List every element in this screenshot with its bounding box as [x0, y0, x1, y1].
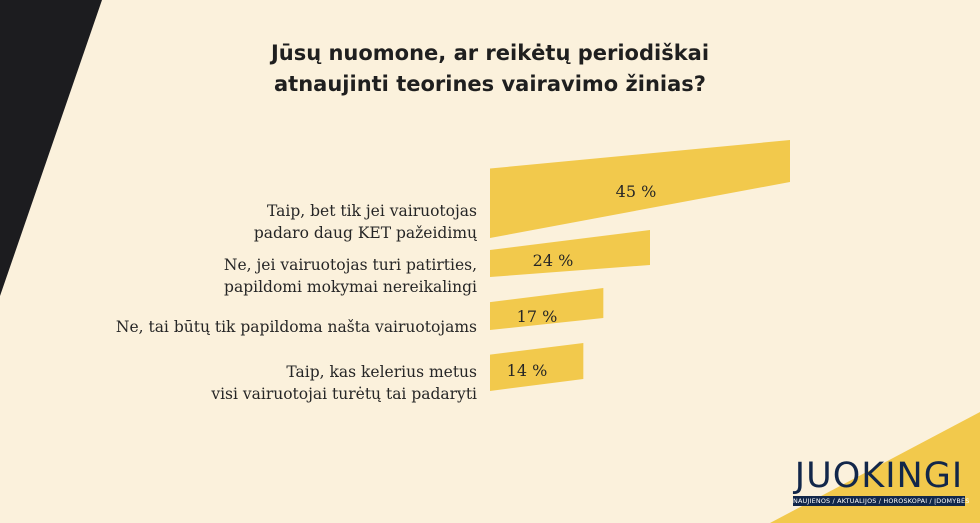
bar-2 [490, 230, 650, 277]
yellow-corner-wedge [770, 412, 980, 523]
value-label-2: 24 % [533, 251, 574, 270]
category-label-4-line-1: Taip, kas kelerius metus [286, 363, 477, 381]
dark-corner-wedge [0, 0, 102, 296]
bar-4 [490, 343, 584, 391]
category-label-2-line-2: papildomi mokymai nereikalingi [224, 278, 477, 296]
logo-tagline: NAUJIENOS / AKTUALIJOS / HOROSKOPAI / ĮD… [793, 496, 970, 506]
value-label-4: 14 % [507, 361, 548, 380]
category-label-3-line-1: Ne, tai būtų tik papildoma našta vairuot… [116, 318, 477, 336]
value-label-3: 17 % [517, 307, 558, 326]
bar-1 [490, 140, 790, 238]
value-label-1: 45 % [616, 182, 657, 201]
category-label-2-line-1: Ne, jei vairuotojas turi patirties, [224, 256, 477, 274]
chart-title: Jūsų nuomone, ar reikėtų periodiškai atn… [270, 41, 710, 96]
bar-3 [490, 288, 604, 330]
category-label-1-line-2: padaro daug KET pažeidimų [254, 224, 477, 242]
category-label-4-line-2: visi vairuotojai turėtų tai padaryti [210, 385, 477, 403]
juokingi-logo[interactable]: JUOKINGI NAUJIENOS / AKTUALIJOS / HOROSK… [793, 456, 970, 506]
category-label-1-line-1: Taip, bet tik jei vairuotojas [267, 202, 477, 220]
logo-wordmark: JUOKINGI [794, 456, 964, 496]
